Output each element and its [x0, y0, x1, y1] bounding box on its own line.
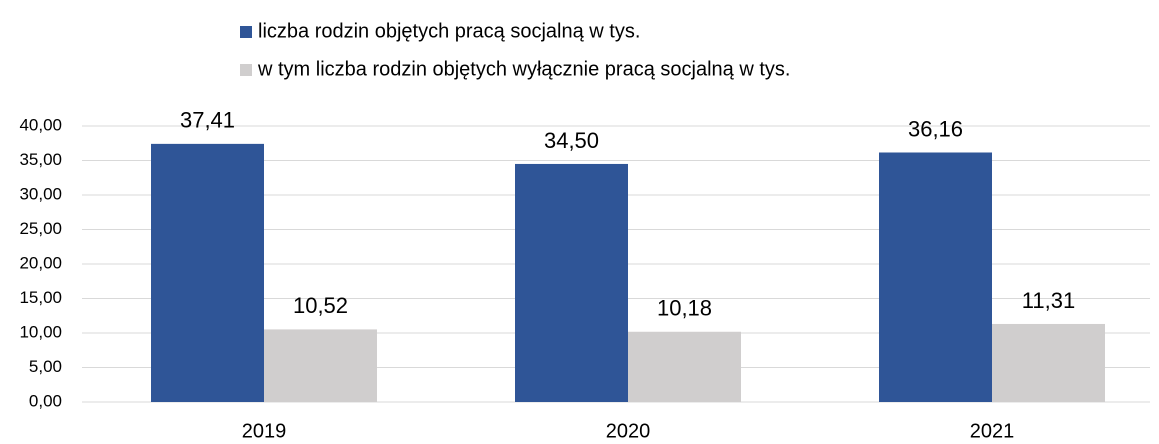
bar	[515, 163, 628, 402]
legend-label: w tym liczba rodzin objętych wyłącznie p…	[257, 58, 790, 80]
y-tick-label: 40,00	[19, 115, 62, 134]
value-label: 11,31	[1022, 288, 1075, 313]
legend-label: liczba rodzin objętych pracą socjalną w …	[258, 20, 640, 42]
y-tick-label: 15,00	[19, 288, 62, 307]
value-label: 10,52	[293, 293, 348, 318]
y-tick-label: 35,00	[19, 150, 62, 169]
y-tick-label: 5,00	[29, 357, 62, 376]
value-label: 37,41	[180, 108, 235, 133]
legend-swatch	[240, 26, 252, 38]
bar	[992, 323, 1105, 402]
y-tick-label: 0,00	[29, 391, 62, 410]
y-tick-label: 25,00	[19, 219, 62, 238]
y-tick-label: 10,00	[19, 322, 62, 341]
value-label: 36,16	[908, 116, 963, 141]
x-tick-label: 2021	[970, 420, 1015, 442]
value-label: 34,50	[544, 128, 599, 153]
bar	[264, 329, 377, 402]
x-tick-label: 2020	[606, 420, 651, 442]
x-tick-label: 2019	[242, 420, 287, 442]
legend-swatch	[240, 64, 252, 76]
value-label: 10,18	[657, 296, 712, 321]
bar	[151, 143, 264, 402]
bar	[879, 152, 992, 402]
y-tick-label: 30,00	[19, 184, 62, 203]
y-tick-label: 20,00	[19, 253, 62, 272]
bar	[628, 331, 741, 402]
